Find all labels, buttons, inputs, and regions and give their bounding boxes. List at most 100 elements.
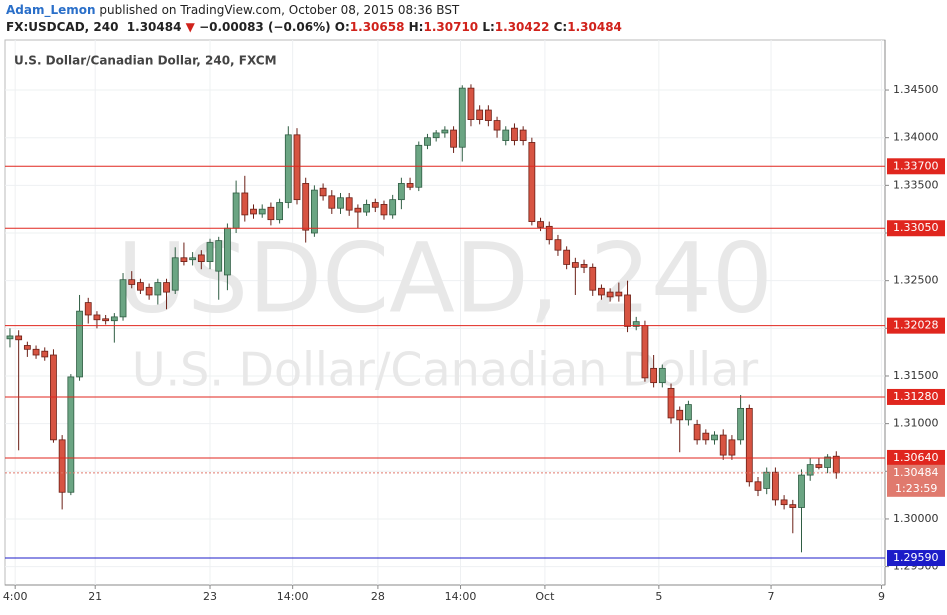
candle-body [23,345,31,350]
level-label: 1.33050 [893,221,939,234]
x-tick-label: 21 [88,590,102,603]
close: 1.30484 [567,20,622,34]
candle-body [258,208,266,215]
candle-body [189,257,197,261]
current-label: 1.30484 [893,466,939,479]
level-tag [887,158,945,175]
x-tick-label: 7 [768,590,775,603]
candle-body [145,286,153,296]
candle-body [319,187,327,197]
candle-body [241,192,249,216]
candle-body [589,266,597,291]
candle-body [171,257,179,291]
candle-body [232,192,240,229]
candle-body [528,142,536,222]
x-tick-label: 4:00 [3,590,28,603]
header-line: FX:USDCAD, 240 1.30484 ▼ −0.00083 (−0.06… [6,19,622,36]
candle-body [267,206,275,221]
candle-body [563,249,571,265]
level-label: 1.33700 [893,159,939,172]
candle-body [76,310,83,378]
author[interactable]: Adam_Lemon [6,3,96,17]
candle-body [424,137,431,146]
x-tick-label: Oct [535,590,555,603]
candle-body [250,208,257,215]
candle-body [467,87,475,120]
candle-body [380,204,388,216]
candle-body [772,471,779,501]
candle-body [824,456,831,468]
candle-body [763,471,771,489]
candle-body [15,335,23,341]
candle-body [624,294,631,327]
candle-body [702,432,710,441]
candle-body [6,335,14,340]
candle-body [719,434,727,456]
open: 1.30658 [349,20,405,34]
countdown: 1:23:59 [895,482,937,495]
y-tick-label: 1.30000 [893,512,939,525]
candle-body [554,239,562,251]
candle-body [580,264,588,268]
low: 1.30422 [494,20,550,34]
x-tick-label: 14:00 [277,590,309,603]
y-tick-label: 1.31000 [893,417,939,430]
candle-body [545,225,553,241]
l-label: L: [482,20,495,34]
candle-body [458,87,466,148]
level-label: 1.30640 [893,451,939,464]
x-tick-label: 28 [371,590,385,603]
candle-body [571,262,579,268]
watermark: USDCAD, 240 [117,222,773,334]
candle-body [711,434,718,441]
candle-body [476,109,484,120]
h-label: H: [408,20,424,34]
candle-body [598,287,605,296]
o-label: O: [334,20,350,34]
candle-body [737,407,745,441]
candle-body [450,129,457,148]
candle-body [93,314,101,321]
candle-body [371,202,379,208]
candle-body [284,134,292,203]
candle-body [119,279,127,318]
candle-body [137,282,144,291]
candle-body [310,189,318,234]
x-tick-label: 23 [203,590,217,603]
candle-body [337,197,344,209]
symbol: FX:USDCAD, 240 [6,20,119,34]
candle-body [798,474,805,508]
published: published on TradingView.com, October 08… [99,3,460,17]
candle-body [441,129,449,134]
candle-body [606,291,614,298]
candle-body [224,227,231,276]
candle-body [832,455,840,474]
candle-body [128,279,136,285]
candle-body [615,291,623,297]
candle-body [484,109,492,121]
candle-body [354,207,362,213]
candle-body [406,183,414,188]
candle-body [32,348,40,356]
candle-body [658,367,666,384]
y-tick-label: 1.33500 [893,178,939,191]
x-tick-label: 14:00 [445,590,477,603]
candle-body [502,129,510,141]
y-tick-label: 1.32500 [893,274,939,287]
candle-body [641,325,649,379]
candle-body [511,127,518,141]
arrow: ▼ [185,20,195,34]
x-tick-label: 9 [878,590,885,603]
candle-body [789,504,797,508]
candle-body [745,407,753,483]
candle-body [519,129,527,141]
change: −0.00083 (−0.06%) [199,20,331,34]
candle-body [102,318,110,322]
candle-body [110,316,118,322]
candle-body [58,439,66,493]
candle-body [41,350,49,358]
candle-body [676,409,684,421]
candle-body [693,424,701,441]
candle-body [780,499,788,506]
